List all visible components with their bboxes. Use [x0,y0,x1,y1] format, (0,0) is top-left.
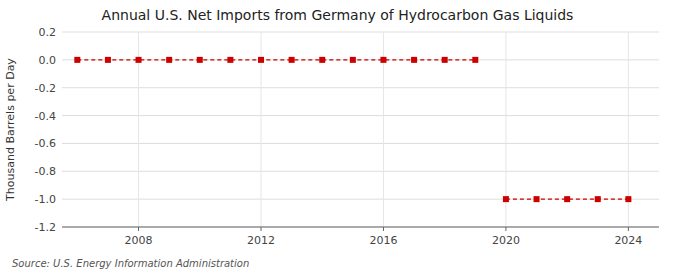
x-tick-mark [261,227,262,231]
marker [411,57,417,63]
marker [319,57,325,63]
marker [74,57,80,63]
y-grid-line [62,143,659,144]
marker [503,196,509,202]
x-axis-line [62,227,659,228]
marker [625,196,631,202]
x-tick-mark [628,227,629,231]
marker [227,57,233,63]
data-layer [74,57,631,202]
x-tick-label: 2024 [614,234,642,247]
y-tick-label: 0.2 [39,26,57,39]
y-grid-line [62,32,659,33]
x-tick-mark [138,227,139,231]
y-grid-line [62,171,659,172]
y-grid-line [62,227,659,228]
marker [197,57,203,63]
grid [62,32,659,227]
x-tick-mark [505,227,506,231]
marker [350,57,356,63]
y-tick-label: 0.0 [39,54,57,67]
marker [289,57,295,63]
marker [564,196,570,202]
marker [258,57,264,63]
y-axis-label: Thousand Barrels per Day [4,58,17,202]
marker [380,57,386,63]
marker [442,57,448,63]
y-grid-line [62,115,659,116]
axes: 0.2 0.0 -0.2 -0.4 -0.6 -0.8 -1.0 -1.2 2008 2012 20… [35,26,659,247]
source-note: Source: U.S. Energy Information Administ… [12,258,249,269]
y-grid-line [62,59,659,60]
x-tick-label: 2016 [369,234,397,247]
marker [595,196,601,202]
x-tick-mark [383,227,384,231]
y-tick-label: -0.4 [35,110,56,123]
y-tick-label: -0.2 [35,82,56,95]
marker [534,196,540,202]
y-tick-label: -0.8 [35,165,56,178]
x-tick-label: 2008 [125,234,153,247]
x-tick-label: 2012 [247,234,275,247]
y-tick-label: -1.2 [35,221,56,234]
marker [166,57,172,63]
chart-svg: Annual U.S. Net Imports from Germany of … [0,0,675,275]
marker [105,57,111,63]
y-grid-line [62,87,659,88]
y-tick-label: -1.0 [35,193,56,206]
chart-container: Annual U.S. Net Imports from Germany of … [0,0,675,275]
y-tick-label: -0.6 [35,137,56,150]
marker [136,57,142,63]
marker [472,57,478,63]
x-tick-label: 2020 [492,234,520,247]
title: Annual U.S. Net Imports from Germany of … [102,7,574,23]
